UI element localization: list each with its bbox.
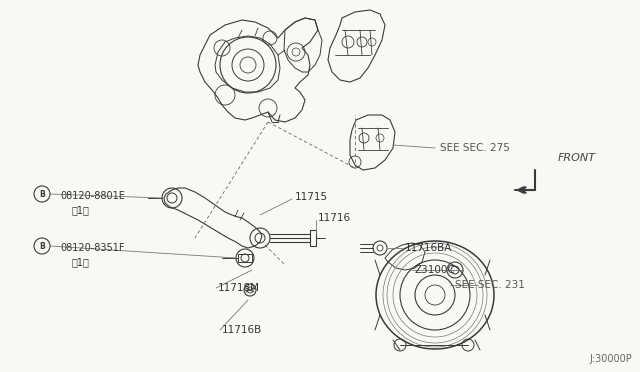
- Text: Z3100C: Z3100C: [415, 265, 456, 275]
- Text: B: B: [39, 241, 45, 250]
- Text: FRONT: FRONT: [558, 153, 596, 163]
- Text: 11716B: 11716B: [222, 325, 262, 335]
- Text: 11716BA: 11716BA: [405, 243, 452, 253]
- Text: SEE SEC. 231: SEE SEC. 231: [455, 280, 525, 290]
- Text: （1）: （1）: [72, 257, 90, 267]
- Text: 11715: 11715: [295, 192, 328, 202]
- Text: 11718M: 11718M: [218, 283, 260, 293]
- Text: 11716: 11716: [318, 213, 351, 223]
- Text: J:30000P: J:30000P: [589, 354, 632, 364]
- Text: 08120-8351F: 08120-8351F: [60, 243, 125, 253]
- Text: （1）: （1）: [72, 205, 90, 215]
- Text: SEE SEC. 275: SEE SEC. 275: [440, 143, 510, 153]
- Text: 08120-8801E: 08120-8801E: [60, 191, 125, 201]
- Text: B: B: [39, 189, 45, 199]
